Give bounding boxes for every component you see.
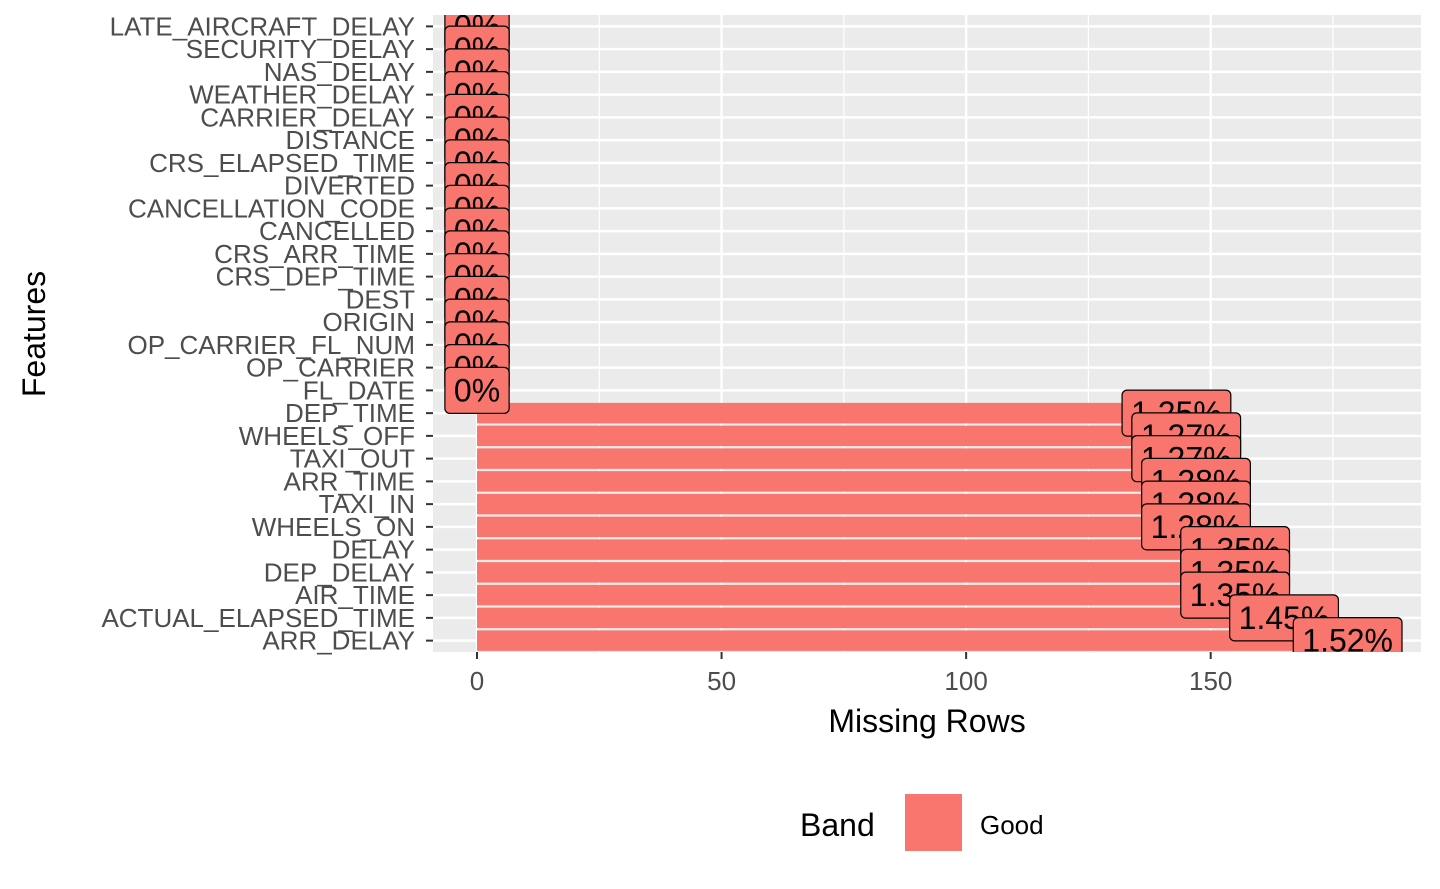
x-tick-label: 0 — [470, 666, 484, 696]
y-tick-label: CRS_ARR_TIME — [214, 239, 415, 269]
bar — [477, 630, 1348, 651]
y-tick-label: DEP_DELAY — [264, 557, 415, 587]
legend-label-good: Good — [980, 810, 1044, 840]
legend-key-good — [905, 794, 962, 851]
y-tick-label: CRS_ELAPSED_TIME — [149, 148, 415, 178]
y-tick-label: OP_CARRIER_FL_NUM — [127, 330, 415, 360]
y-tick-label: SECURITY_DELAY — [186, 34, 415, 64]
y-tick-label: WHEELS_ON — [252, 512, 415, 542]
svg-text:0%: 0% — [454, 372, 500, 408]
bar — [477, 471, 1197, 492]
data-labels: 0%0%0%0%0%0%0%0%0%0%0%0%0%0%0%0%0%1.25%1… — [444, 15, 1403, 659]
bar — [477, 448, 1187, 469]
bars — [477, 402, 1348, 651]
bar — [477, 539, 1236, 560]
y-tick-label: CANCELLED — [259, 216, 415, 246]
x-axis: 0 50 100 150 — [470, 652, 1232, 696]
legend: Band Good — [800, 794, 1044, 851]
x-tick-label: 50 — [707, 666, 736, 696]
y-tick-label: DISTANCE — [285, 125, 415, 155]
bar — [477, 562, 1236, 583]
x-tick-label: 100 — [944, 666, 987, 696]
y-tick-label: NAS_DELAY — [264, 57, 415, 87]
y-tick-label: ARR_DELAY — [262, 626, 415, 656]
y-tick-label: DELAY — [332, 535, 415, 565]
bar — [477, 584, 1236, 606]
x-tick-label: 150 — [1189, 666, 1232, 696]
svg-text:1.52%: 1.52% — [1302, 623, 1393, 659]
y-tick-label: ACTUAL_ELAPSED_TIME — [101, 603, 415, 633]
y-tick-label: DIVERTED — [284, 171, 415, 201]
y-tick-label: TAXI_IN — [319, 489, 415, 519]
y-tick-label: OP_CARRIER — [246, 353, 415, 383]
y-tick-label: DEP_TIME — [285, 398, 415, 428]
bar — [477, 607, 1285, 629]
data-label: 1.52% — [1292, 617, 1403, 659]
y-tick-label: CARRIER_DELAY — [200, 102, 415, 132]
bar — [477, 402, 1177, 424]
y-tick-label: FL_DATE — [303, 375, 415, 405]
y-axis: LATE_AIRCRAFT_DELAYSECURITY_DELAYNAS_DEL… — [101, 11, 433, 656]
y-axis-title: Features — [16, 271, 52, 397]
bar — [477, 425, 1187, 447]
y-tick-label: AIR_TIME — [295, 580, 415, 610]
y-tick-label: LATE_AIRCRAFT_DELAY — [110, 11, 415, 41]
data-label: 0% — [444, 366, 510, 414]
y-tick-label: WEATHER_DELAY — [189, 80, 415, 110]
bar — [477, 493, 1197, 515]
y-tick-label: CANCELLATION_CODE — [128, 193, 415, 223]
y-tick-label: CRS_DEP_TIME — [216, 262, 415, 292]
y-tick-label: WHEELS_OFF — [239, 421, 415, 451]
x-axis-title: Missing Rows — [828, 703, 1025, 739]
y-tick-label: DEST — [346, 284, 415, 314]
y-tick-label: ORIGIN — [323, 307, 415, 337]
legend-title: Band — [800, 807, 875, 843]
bar — [477, 516, 1197, 538]
y-tick-label: TAXI_OUT — [290, 444, 415, 474]
y-tick-label: ARR_TIME — [284, 466, 415, 496]
